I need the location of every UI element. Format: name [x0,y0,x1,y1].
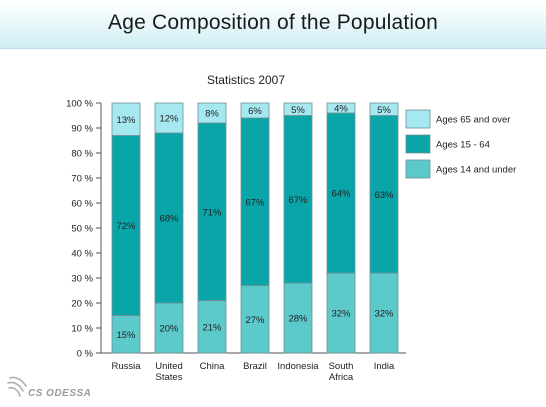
x-tick-label: United [155,361,182,372]
x-tick-label: Africa [329,372,354,383]
bar-segment-ages_14_under [154,302,184,354]
y-tick-label: 0 % [77,349,94,360]
x-tick-label: Indonesia [277,361,319,372]
data-label: 67% [245,197,265,208]
bar-segment-ages_14_under [197,300,227,354]
data-label: 71% [202,207,222,218]
legend-swatch [405,109,431,129]
y-tick-label: 20 % [71,299,93,310]
y-tick-label: 10 % [71,324,93,335]
y-tick-label: 30 % [71,274,93,285]
x-tick-label: Russia [111,361,141,372]
bar-segment-ages_15_64 [197,122,227,301]
logo-text: CS ODESSA [28,388,92,399]
y-tick-label: 80 % [71,149,93,160]
legend-label: Ages 65 and over [436,115,510,126]
bar-segment-ages_65_over [154,102,184,134]
legend-label: Ages 15 - 64 [436,140,490,151]
legend-label: Ages 14 and under [436,165,516,176]
bar-segment-ages_65_over [197,102,227,124]
data-label: 68% [159,214,179,225]
company-logo-icon [7,376,27,397]
x-tick-label: South [329,361,354,372]
data-label: 5% [377,105,391,116]
bar-segment-ages_65_over [283,102,313,116]
bar-segment-ages_14_under [326,272,356,354]
x-tick-label: Brazil [243,361,267,372]
x-tick-label: China [200,361,226,372]
data-label: 32% [374,309,394,320]
chart-title: Statistics 2007 [207,73,285,87]
legend-swatch [405,134,431,154]
bar-segment-ages_14_under [369,272,399,354]
data-label: 64% [331,189,351,200]
data-label: 12% [159,114,179,125]
bar-segment-ages_14_under [240,285,270,354]
data-label: 13% [116,115,136,126]
bar-segment-ages_15_64 [154,132,184,304]
bar-segment-ages_65_over [369,102,399,116]
bar-segment-ages_65_over [111,102,141,136]
y-tick-label: 100 % [66,99,93,110]
title-band [0,0,546,49]
data-label: 72% [116,221,136,232]
y-tick-label: 70 % [71,174,93,185]
y-tick-label: 90 % [71,124,93,135]
data-label: 63% [374,190,394,201]
legend-swatch [405,159,431,179]
data-label: 67% [288,195,308,206]
data-label: 28% [288,314,308,325]
data-label: 8% [205,109,219,120]
data-label: 20% [159,324,179,335]
bar-segment-ages_15_64 [240,117,270,286]
bar-segment-ages_15_64 [369,115,399,274]
y-tick-label: 40 % [71,249,93,260]
data-label: 4% [334,104,348,115]
data-label: 15% [116,330,136,341]
page-title: Age Composition of the Population [108,11,438,34]
x-tick-label: States [156,372,183,383]
y-tick-label: 50 % [71,224,93,235]
data-label: 27% [245,315,265,326]
bar-segment-ages_15_64 [283,115,313,284]
y-tick-label: 60 % [71,199,93,210]
data-label: 32% [331,309,351,320]
data-label: 21% [202,322,222,333]
bar-segment-ages_65_over [326,102,356,114]
bar-segment-ages_15_64 [326,112,356,274]
bar-segment-ages_65_over [240,102,270,119]
data-label: 5% [291,105,305,116]
data-label: 6% [248,106,262,117]
x-tick-label: India [374,361,395,372]
